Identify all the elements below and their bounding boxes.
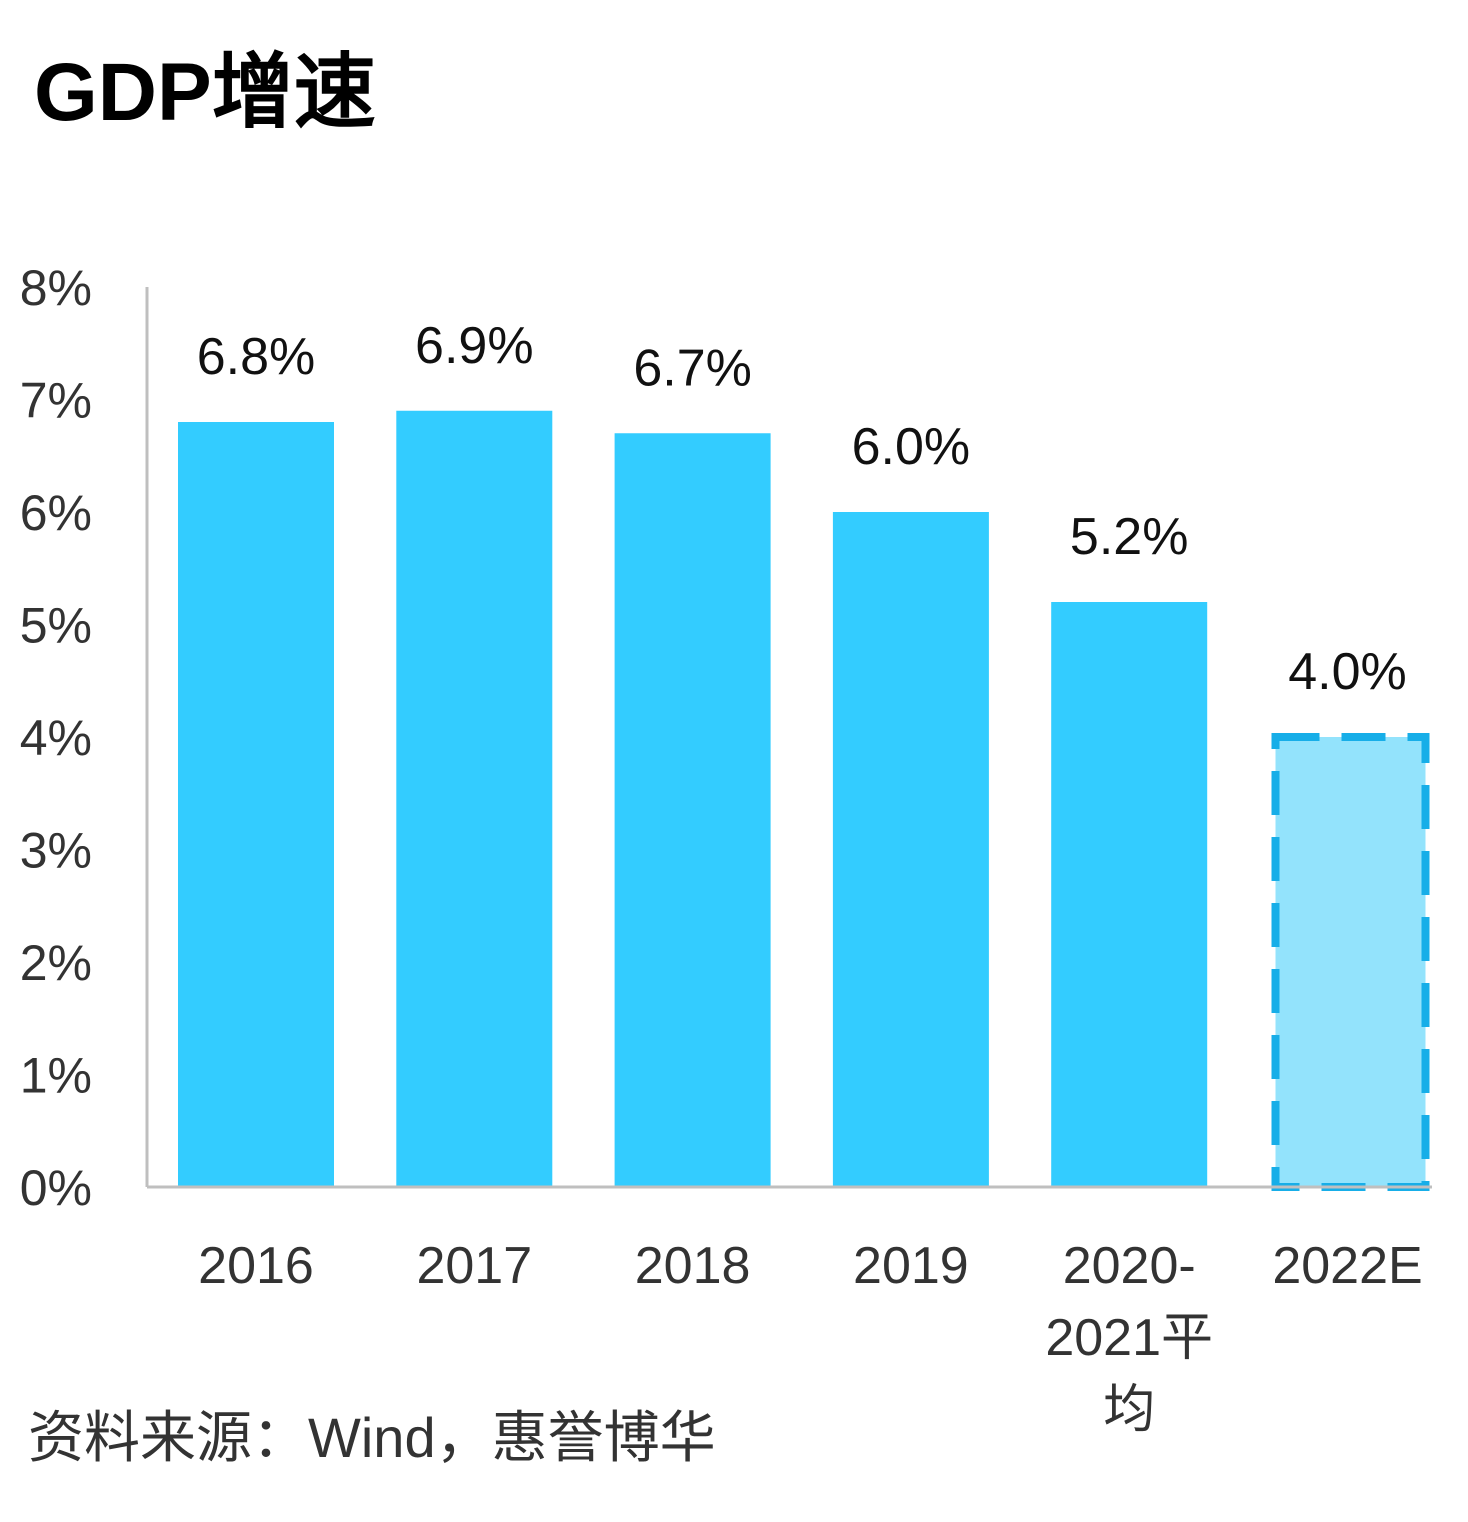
bar xyxy=(832,512,989,1187)
data-label: 6.8% xyxy=(197,328,316,386)
bar xyxy=(178,422,334,1187)
x-tick-label-line: 2022E xyxy=(1272,1237,1422,1295)
x-axis-ticks: 2016 2017 2018 2019 2020- 2021平均 2022E xyxy=(198,1237,1423,1439)
bars xyxy=(178,410,1430,1191)
chart-title: GDP增速 xyxy=(34,47,376,138)
data-label: 5.2% xyxy=(1070,508,1189,566)
data-label: 6.9% xyxy=(415,317,534,375)
y-tick-label: 0% xyxy=(20,1160,92,1216)
y-tick-label: 6% xyxy=(20,485,92,541)
bar-estimate xyxy=(1271,733,1430,1191)
x-tick-label-line: 2021平 xyxy=(1045,1309,1213,1367)
data-labels: 6.8% 6.9% 6.7% 6.0% 5.2% 4.0% xyxy=(197,317,1407,701)
x-tick-label: 2017 xyxy=(416,1237,532,1295)
x-tick-label: 2019 xyxy=(853,1237,969,1295)
y-tick-label: 3% xyxy=(20,823,92,879)
y-tick-label: 5% xyxy=(20,598,92,654)
x-tick-label-line: 均 xyxy=(1103,1381,1155,1439)
x-tick-label: 2022E xyxy=(1272,1237,1422,1295)
y-tick-label: 1% xyxy=(20,1048,92,1104)
x-tick-label: 2016 xyxy=(198,1237,314,1295)
data-label: 6.0% xyxy=(852,418,971,476)
y-tick-label: 7% xyxy=(20,373,92,429)
bar xyxy=(614,433,771,1187)
x-tick-label: 2018 xyxy=(635,1237,751,1295)
y-tick-label: 2% xyxy=(20,935,92,991)
source-note: 资料来源：Wind，惠誉博华 xyxy=(28,1406,716,1469)
data-label: 6.7% xyxy=(633,339,752,397)
x-tick-label-line: 2020- xyxy=(1063,1237,1196,1295)
bar xyxy=(396,410,553,1187)
x-tick-label: 2020- 2021平均 xyxy=(1045,1237,1213,1439)
bar xyxy=(1051,602,1208,1187)
x-tick-label-line: 2018 xyxy=(635,1237,751,1295)
data-label: 4.0% xyxy=(1288,643,1407,701)
x-tick-label-line: 2019 xyxy=(853,1237,969,1295)
y-tick-label: 4% xyxy=(20,710,92,766)
y-axis-ticks: 0% 1% 2% 3% 4% 5% 6% 7% 8% xyxy=(20,260,92,1216)
x-tick-label-line: 2017 xyxy=(416,1237,532,1295)
x-tick-label-line: 2016 xyxy=(198,1237,314,1295)
y-tick-label: 8% xyxy=(20,260,92,316)
